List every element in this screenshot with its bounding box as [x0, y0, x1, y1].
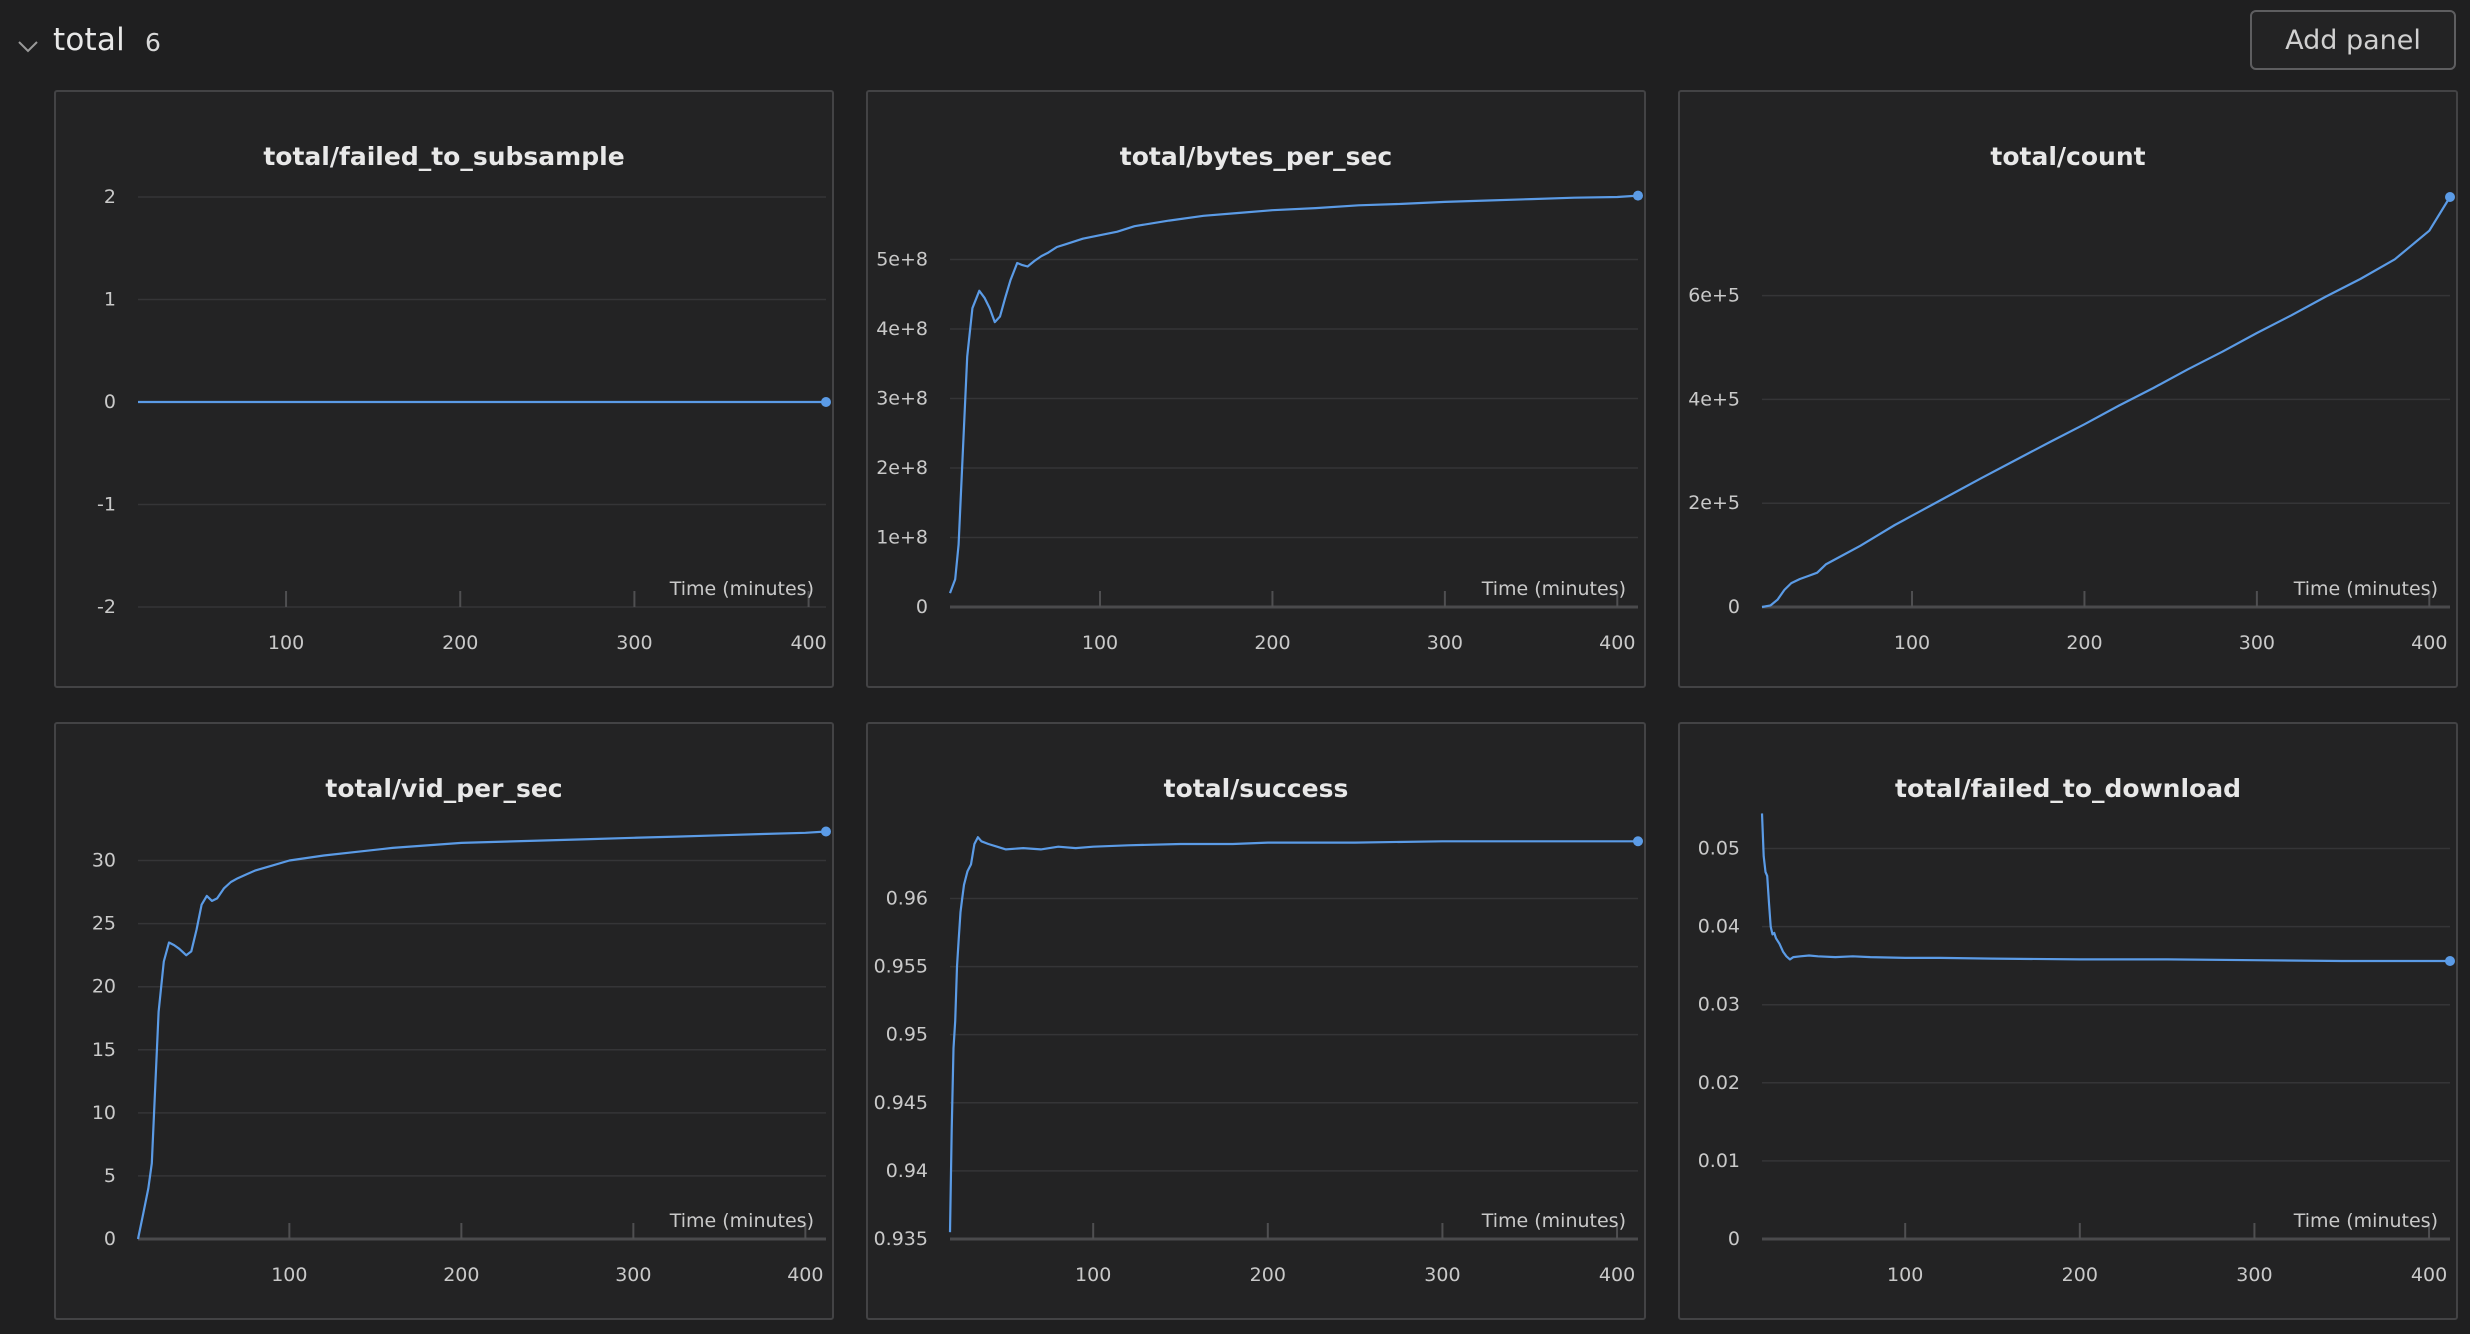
x-tick-label: 300: [1427, 632, 1463, 654]
series-line[interactable]: [1760, 813, 2450, 963]
panel-title: total/vid_per_sec: [325, 774, 563, 803]
x-tick-label: 100: [1887, 1264, 1923, 1286]
y-tick-label: 20: [92, 976, 116, 998]
series-line[interactable]: [948, 194, 1639, 594]
x-axis-title: Time (minutes): [1481, 1210, 1626, 1232]
section-header: total 6 Add panel: [0, 0, 2470, 86]
panel-failed-to-download[interactable]: total/failed_to_download 0 0.01 0.02 0.03 0.…: [1678, 722, 2458, 1320]
x-tick-label: 100: [1075, 1264, 1111, 1286]
panel-title: total/bytes_per_sec: [1119, 142, 1393, 171]
y-tick-label: 5e+8: [876, 249, 928, 271]
y-tick-label: 0: [916, 596, 928, 618]
panel-failed-to-subsample[interactable]: total/failed_to_subsample -2 -1 0 1 2 100 200 3…: [54, 90, 834, 688]
y-tick-label: 0: [1728, 1228, 1740, 1250]
x-tick-label: 400: [790, 632, 826, 654]
x-tick-label: 200: [443, 1264, 479, 1286]
panel-bytes-per-sec[interactable]: total/bytes_per_sec 0 1e+8 2e+8 3e+8 4e+8 5e+…: [866, 90, 1646, 688]
series-endpoint[interactable]: [2445, 955, 2455, 966]
x-tick-label: 300: [1424, 1264, 1460, 1286]
x-tick-label: 200: [1254, 632, 1290, 654]
x-axis-title: Time (minutes): [2293, 578, 2438, 600]
y-tick-label: 0.02: [1698, 1072, 1740, 1094]
x-tick-label: 400: [1599, 632, 1635, 654]
y-tick-label: 0.935: [874, 1228, 928, 1250]
x-tick-label: 300: [616, 632, 652, 654]
line-chart[interactable]: -2 -1 0 1 2 100 200 300 400 Time (minutes): [56, 92, 836, 690]
y-tick-label: 0.01: [1698, 1150, 1740, 1172]
panel-success[interactable]: total/success 0.935 0.94 0.945 0.95 0.955 0.9…: [866, 722, 1646, 1320]
x-tick-label: 400: [2411, 632, 2447, 654]
line-chart[interactable]: 0 5 10 15 20 25 30 100 200 300 400 Time (minutes): [56, 724, 836, 1322]
y-tick-label: 1e+8: [876, 527, 928, 549]
x-tick-label: 300: [2236, 1264, 2272, 1286]
y-tick-label: 15: [92, 1039, 116, 1061]
x-tick-label: 200: [1250, 1264, 1286, 1286]
series-line[interactable]: [948, 836, 1638, 1233]
x-tick-label: 400: [2411, 1264, 2447, 1286]
y-tick-label: 0: [104, 1228, 116, 1250]
x-tick-label: 400: [1599, 1264, 1635, 1286]
line-chart[interactable]: 0.935 0.94 0.945 0.95 0.955 0.96 100 200 300 400 T…: [868, 724, 1648, 1322]
line-chart[interactable]: 0 0.01 0.02 0.03 0.04 0.05 100 200 300 400 Time (m…: [1680, 724, 2460, 1322]
series-endpoint[interactable]: [2445, 192, 2455, 202]
x-tick-label: 100: [271, 1264, 307, 1286]
x-axis-title: Time (minutes): [669, 1210, 814, 1232]
y-tick-label: -2: [97, 596, 116, 618]
series-line[interactable]: [1761, 196, 2451, 609]
y-tick-label: 0.03: [1698, 994, 1740, 1016]
panel-title: total/failed_to_subsample: [263, 142, 625, 171]
y-tick-label: 2: [104, 186, 116, 208]
section-title[interactable]: total: [53, 22, 125, 58]
x-tick-label: 200: [442, 632, 478, 654]
x-tick-label: 100: [1082, 632, 1118, 654]
x-axis-title: Time (minutes): [669, 578, 814, 600]
y-tick-label: 6e+5: [1688, 285, 1740, 307]
panel-title: total/count: [1990, 142, 2146, 171]
y-tick-label: 3e+8: [876, 388, 928, 410]
x-tick-label: 100: [1894, 632, 1930, 654]
panel-count-badge: 6: [145, 28, 161, 57]
x-tick-label: 300: [2239, 632, 2275, 654]
chevron-down-icon[interactable]: [16, 34, 40, 58]
y-tick-label: 0: [104, 391, 116, 413]
x-tick-label: 300: [615, 1264, 651, 1286]
y-tick-label: 4e+8: [876, 318, 928, 340]
y-tick-label: 30: [92, 850, 116, 872]
x-tick-label: 100: [268, 632, 304, 654]
x-axis-title: Time (minutes): [1481, 578, 1626, 600]
y-tick-label: 0.05: [1698, 838, 1740, 860]
y-tick-label: 2e+8: [876, 457, 928, 479]
series-endpoint[interactable]: [1633, 836, 1643, 847]
x-axis-title: Time (minutes): [2293, 1210, 2438, 1232]
series-endpoint[interactable]: [821, 397, 831, 407]
panel-title: total/failed_to_download: [1895, 774, 2241, 803]
y-tick-label: 0.96: [886, 887, 928, 909]
x-tick-label: 400: [787, 1264, 823, 1286]
y-tick-label: -1: [97, 494, 116, 516]
panel-vid-per-sec[interactable]: total/vid_per_sec 0 5 10 15 20 25 30 100 200 300 4…: [54, 722, 834, 1320]
x-tick-label: 200: [2062, 1264, 2098, 1286]
y-tick-label: 5: [104, 1165, 116, 1187]
y-tick-label: 25: [92, 913, 116, 935]
y-tick-label: 0.04: [1698, 916, 1740, 938]
x-tick-label: 200: [2066, 632, 2102, 654]
series-endpoint[interactable]: [821, 826, 831, 837]
line-chart[interactable]: 0 1e+8 2e+8 3e+8 4e+8 5e+8 100 200 300 400 Time (m…: [868, 92, 1648, 690]
y-tick-label: 10: [92, 1102, 116, 1124]
series-endpoint[interactable]: [1633, 190, 1643, 201]
series-line[interactable]: [136, 830, 827, 1240]
y-tick-label: 4e+5: [1688, 388, 1740, 410]
add-panel-button[interactable]: Add panel: [2250, 10, 2456, 70]
y-tick-label: 0.945: [874, 1092, 928, 1114]
y-tick-label: 0: [1728, 596, 1740, 618]
y-tick-label: 0.94: [886, 1160, 928, 1182]
y-tick-label: 2e+5: [1688, 492, 1740, 514]
y-tick-label: 1: [104, 289, 116, 311]
y-tick-label: 0.95: [886, 1024, 928, 1046]
y-tick-label: 0.955: [874, 956, 928, 978]
panel-count[interactable]: total/count 0 2e+5 4e+5 6e+5 100 200 300 400 Tim…: [1678, 90, 2458, 688]
panel-title: total/success: [1163, 774, 1349, 803]
line-chart[interactable]: 0 2e+5 4e+5 6e+5 100 200 300 400 Time (minutes): [1680, 92, 2460, 690]
